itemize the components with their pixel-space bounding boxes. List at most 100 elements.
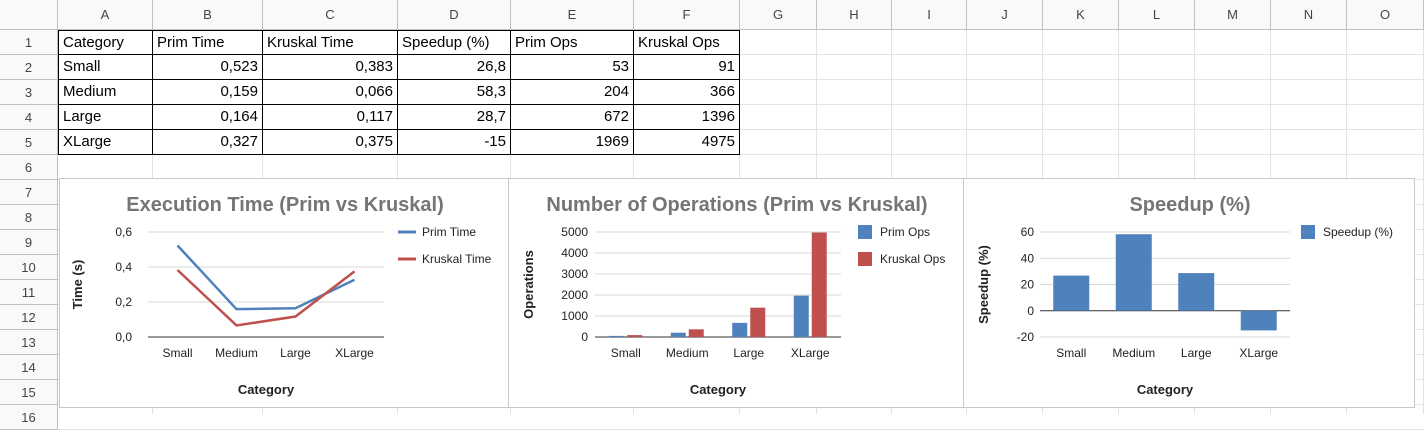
table-cell[interactable]: 58,3 [398,80,511,105]
column-header-i[interactable]: I [892,0,967,30]
column-header-a[interactable]: A [58,0,153,30]
row-header-7[interactable]: 7 [0,180,58,205]
y-tick-label: 0,2 [115,295,132,309]
header-cell[interactable]: Kruskal Time [263,30,398,55]
row-header-13[interactable]: 13 [0,330,58,355]
header-cell[interactable]: Prim Ops [511,30,634,55]
bar [1240,310,1277,331]
row-header-5[interactable]: 5 [0,130,58,155]
series-line-1 [176,269,356,327]
legend-swatch [858,225,872,239]
y-axis-label: Time (s) [70,260,85,310]
bar [1178,273,1215,311]
table-cell[interactable]: Large [58,105,153,130]
column-header-n[interactable]: N [1271,0,1347,30]
header-cell[interactable]: Prim Time [153,30,263,55]
chart-title: Execution Time (Prim vs Kruskal) [126,194,444,216]
table-cell[interactable]: 1969 [511,130,634,155]
row-header-3[interactable]: 3 [0,80,58,105]
table-cell[interactable]: 0,375 [263,130,398,155]
column-header-e[interactable]: E [511,0,634,30]
y-tick-label: 0,0 [115,330,132,344]
table-cell[interactable]: XLarge [58,130,153,155]
table-cell[interactable]: Small [58,55,153,80]
grid-row-line [58,129,1424,130]
row-header-15[interactable]: 15 [0,380,58,405]
table-cell[interactable]: 0,117 [263,105,398,130]
grid-row-line [58,154,1424,155]
legend-label: Prim Ops [880,225,930,239]
y-tick-label: 0,6 [115,225,132,239]
legend-label: Prim Time [422,225,476,239]
column-header-h[interactable]: H [817,0,892,30]
table-cell[interactable]: 26,8 [398,55,511,80]
table-cell[interactable]: 0,383 [263,55,398,80]
series-line-0 [176,244,356,311]
column-header-j[interactable]: J [967,0,1043,30]
bar [688,329,704,337]
speedup-chart-svg: Speedup (%) Speedup (%) Category -20 0 20 40 60… [976,194,1393,397]
column-header-d[interactable]: D [398,0,511,30]
table-cell[interactable]: Medium [58,80,153,105]
header-cell[interactable]: Kruskal Ops [634,30,740,55]
row-header-6[interactable]: 6 [0,155,58,180]
table-cell[interactable]: 1396 [634,105,740,130]
column-header-k[interactable]: K [1043,0,1119,30]
x-axis-label: Category [238,382,295,397]
column-header-m[interactable]: M [1195,0,1271,30]
legend-label: Kruskal Ops [880,252,945,266]
bar [1115,234,1152,311]
table-cell[interactable]: 0,523 [153,55,263,80]
y-tick-label: 4000 [561,246,588,260]
bar [1053,275,1090,311]
row-header-12[interactable]: 12 [0,305,58,330]
x-tick-label: Large [280,346,311,360]
bar [732,322,748,337]
table-cell[interactable]: 672 [511,105,634,130]
row-header-2[interactable]: 2 [0,55,58,80]
column-header-b[interactable]: B [153,0,263,30]
row-header-9[interactable]: 9 [0,230,58,255]
column-header-f[interactable]: F [634,0,740,30]
table-cell[interactable]: 204 [511,80,634,105]
table-cell[interactable]: 4975 [634,130,740,155]
row-header-1[interactable]: 1 [0,30,58,55]
table-cell[interactable]: 28,7 [398,105,511,130]
column-header-g[interactable]: G [740,0,817,30]
x-tick-label: Large [733,346,764,360]
table-cell[interactable]: 0,164 [153,105,263,130]
table-cell[interactable]: 0,327 [153,130,263,155]
bar [670,332,686,337]
table-cell[interactable]: 0,159 [153,80,263,105]
table-cell[interactable]: 366 [634,80,740,105]
y-tick-label: 0,4 [115,260,132,274]
column-header-o[interactable]: O [1347,0,1424,30]
y-tick-label: 0 [581,330,588,344]
table-cell[interactable]: 53 [511,55,634,80]
column-header-l[interactable]: L [1119,0,1195,30]
table-cell[interactable]: -15 [398,130,511,155]
header-cell[interactable]: Speedup (%) [398,30,511,55]
y-tick-label: 2000 [561,288,588,302]
table-cell[interactable]: 0,066 [263,80,398,105]
x-tick-label: Large [1181,346,1212,360]
header-cell[interactable]: Category [58,30,153,55]
table-cell[interactable]: 91 [634,55,740,80]
row-header-10[interactable]: 10 [0,255,58,280]
row-header-4[interactable]: 4 [0,105,58,130]
x-tick-label: Small [162,346,192,360]
bar [609,335,625,337]
row-header-8[interactable]: 8 [0,205,58,230]
bar [793,295,809,337]
execution-time-chart[interactable]: Execution Time (Prim vs Kruskal) Time (s)… [59,178,509,408]
operations-chart[interactable]: Number of Operations (Prim vs Kruskal) Op… [508,178,964,408]
column-header-c[interactable]: C [263,0,398,30]
speedup-chart[interactable]: Speedup (%) Speedup (%) Category -20 0 20 40 60… [963,178,1415,408]
select-all-corner[interactable] [0,0,58,30]
operations-chart-svg: Number of Operations (Prim vs Kruskal) Op… [521,194,945,397]
row-header-16[interactable]: 16 [0,405,58,430]
y-tick-label: 60 [1021,225,1035,239]
row-header-11[interactable]: 11 [0,280,58,305]
row-header-14[interactable]: 14 [0,355,58,380]
